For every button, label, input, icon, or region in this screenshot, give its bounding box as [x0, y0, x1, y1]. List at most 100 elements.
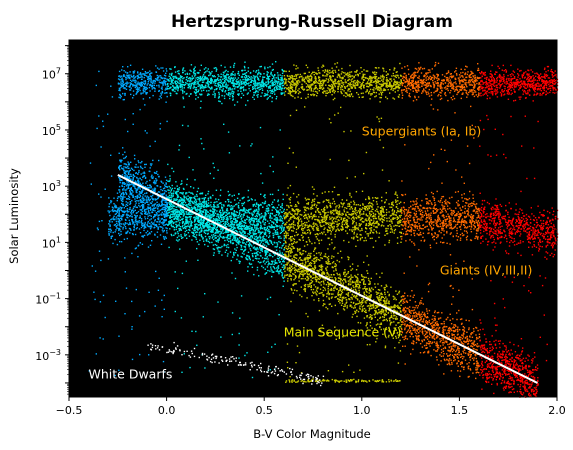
- star-point: [178, 78, 180, 81]
- star-point: [259, 75, 261, 78]
- star-point: [478, 222, 481, 224]
- star-point: [508, 84, 510, 86]
- star-point: [494, 81, 496, 83]
- star-point: [507, 213, 509, 215]
- star-point: [170, 233, 172, 236]
- star-point: [133, 70, 136, 72]
- star-point: [350, 94, 353, 96]
- star-point: [369, 83, 371, 86]
- star-point: [149, 244, 152, 246]
- star-point: [133, 226, 135, 228]
- star-point: [205, 84, 207, 86]
- star-point: [215, 79, 218, 81]
- star-point: [217, 74, 219, 76]
- star-point: [210, 86, 213, 89]
- star-point: [289, 227, 291, 229]
- star-point: [233, 84, 236, 86]
- star-point: [308, 89, 310, 91]
- star-point: [356, 211, 358, 214]
- star-point: [222, 230, 224, 232]
- star-point: [257, 77, 260, 80]
- star-point: [321, 217, 324, 219]
- star-point: [553, 78, 555, 81]
- star-point: [368, 92, 370, 94]
- star-point: [487, 83, 489, 85]
- star-point: [271, 89, 274, 91]
- star-point: [370, 229, 372, 231]
- star-point: [484, 74, 487, 76]
- star-point: [308, 77, 310, 80]
- star-point: [395, 71, 397, 73]
- star-point: [487, 88, 490, 90]
- star-point: [441, 229, 443, 231]
- star-point: [270, 92, 272, 94]
- star-point: [378, 223, 380, 226]
- star-point: [360, 84, 362, 86]
- star-point: [393, 67, 396, 69]
- star-point: [365, 206, 368, 209]
- star-point: [470, 231, 473, 233]
- star-point: [242, 86, 245, 88]
- star-point: [472, 89, 474, 91]
- star-point: [365, 70, 368, 72]
- star-point: [347, 94, 349, 96]
- star-point: [238, 93, 240, 95]
- star-point: [485, 91, 487, 93]
- star-point: [430, 207, 432, 210]
- star-point: [260, 84, 262, 87]
- star-point: [512, 217, 515, 219]
- star-point: [149, 97, 151, 99]
- star-point: [169, 73, 171, 75]
- star-point: [273, 77, 275, 79]
- star-point: [133, 84, 135, 86]
- star-point: [321, 66, 323, 68]
- star-point: [381, 209, 383, 211]
- star-point: [492, 77, 494, 79]
- star-point: [420, 72, 423, 74]
- star-point: [485, 83, 487, 86]
- star-point: [543, 79, 545, 82]
- star-point: [162, 204, 164, 206]
- star-point: [109, 214, 111, 217]
- star-point: [368, 83, 370, 85]
- star-point: [391, 222, 393, 224]
- star-point: [456, 223, 459, 225]
- star-point: [123, 75, 126, 77]
- star-point: [389, 78, 391, 80]
- star-point: [317, 69, 320, 72]
- star-point: [406, 84, 409, 87]
- star-point: [337, 85, 339, 88]
- star-point: [508, 202, 510, 204]
- star-point: [550, 68, 553, 71]
- star-point: [529, 83, 532, 86]
- star-point: [146, 213, 148, 215]
- star-point: [194, 81, 196, 83]
- star-point: [254, 80, 257, 82]
- star-point: [310, 89, 312, 91]
- star-point: [160, 67, 162, 69]
- star-point: [462, 84, 464, 86]
- star-point: [301, 85, 303, 88]
- star-point: [535, 84, 537, 87]
- star-point: [353, 212, 355, 215]
- star-point: [497, 210, 499, 213]
- star-point: [512, 225, 515, 227]
- star-point: [272, 68, 274, 71]
- star-point: [209, 78, 212, 80]
- star-point: [505, 83, 507, 85]
- star-point: [281, 79, 284, 81]
- star-point: [250, 208, 252, 210]
- star-point: [545, 93, 547, 95]
- star-point: [525, 87, 527, 89]
- star-point: [342, 71, 345, 74]
- star-point: [456, 239, 459, 241]
- star-point: [525, 220, 528, 222]
- star-point: [158, 223, 160, 226]
- star-point: [462, 76, 464, 78]
- star-point: [394, 91, 396, 93]
- star-point: [222, 88, 224, 90]
- star-point: [423, 78, 425, 81]
- star-point: [441, 222, 443, 224]
- star-point: [446, 72, 448, 74]
- star-point: [394, 86, 397, 88]
